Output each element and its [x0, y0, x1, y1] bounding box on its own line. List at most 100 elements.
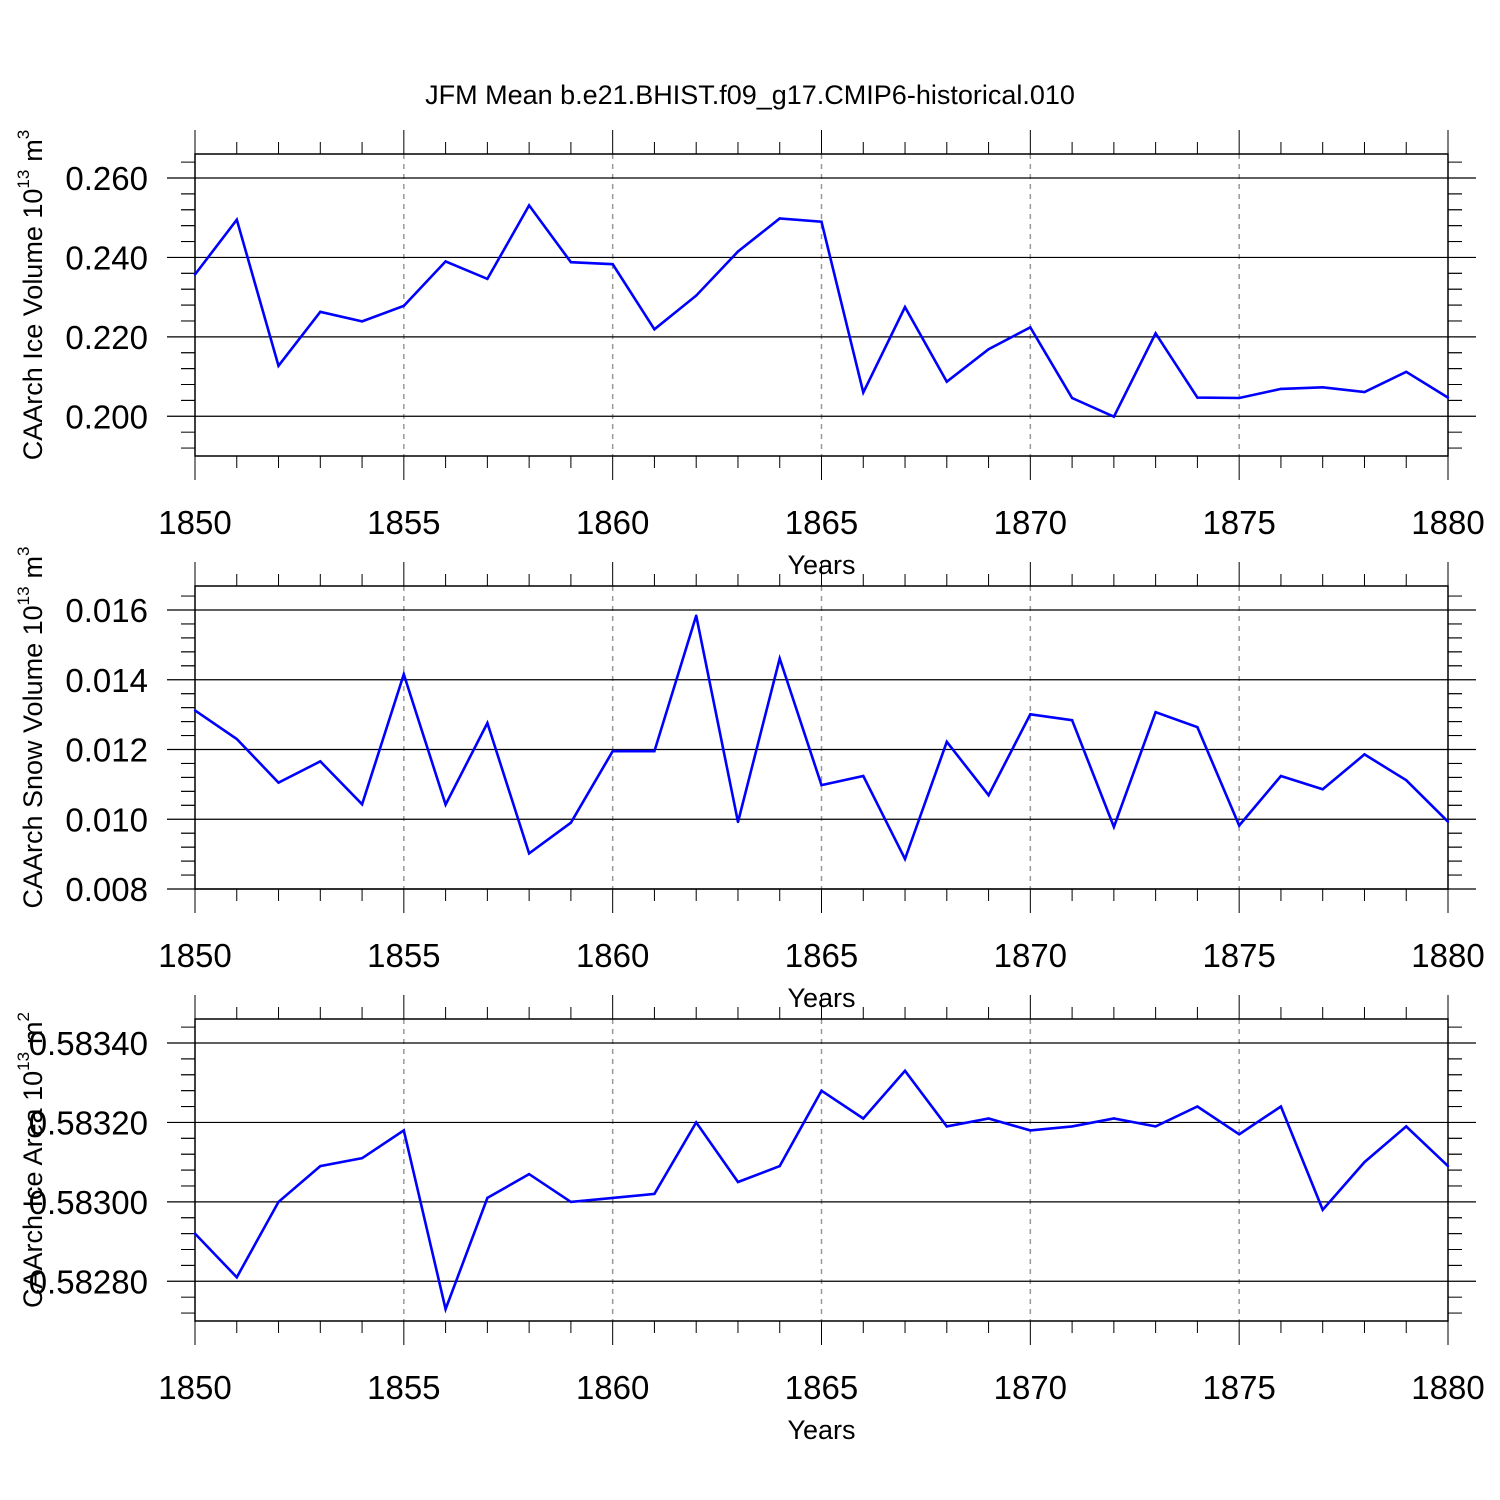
data-point [527, 1172, 531, 1176]
chart-panel-1: 0.200 0.220 0.240 0.260 1850 1855 1860 1865 1870… [14, 130, 1485, 580]
y-axis-label: CAArch Ice Volume 1013 m3 [14, 130, 48, 461]
data-point [1070, 719, 1074, 722]
data-point [444, 260, 447, 263]
y-axis-label-exponent: 13 [14, 586, 33, 605]
data-point [444, 1307, 447, 1311]
data-point [1405, 778, 1408, 782]
y-tick-label: 0.260 [65, 160, 148, 197]
x-tick-label: 1870 [994, 937, 1067, 974]
data-point [820, 783, 823, 787]
data-point [736, 250, 740, 253]
data-point [695, 1121, 698, 1124]
x-tick-label: 1855 [367, 1369, 440, 1406]
x-tick-label: 1850 [158, 937, 231, 974]
data-point [611, 1196, 614, 1200]
data-point [1405, 370, 1408, 374]
data-point [1446, 1164, 1450, 1168]
chart-panel-2: 0.008 0.010 0.012 0.014 0.016 1850 1855 1860 186… [14, 546, 1485, 1013]
x-tick-label: 1870 [994, 1369, 1067, 1406]
data-point [903, 1069, 907, 1073]
data-point [277, 364, 280, 368]
x-tick-label: 1865 [785, 504, 858, 541]
data-point [1029, 326, 1032, 329]
data-point [1279, 387, 1283, 391]
data-point [611, 262, 614, 266]
data-point [778, 1164, 781, 1168]
data-point [277, 781, 280, 784]
data-point [319, 310, 322, 314]
data-point [736, 1180, 740, 1184]
data-point [695, 614, 698, 617]
data-point [193, 1232, 197, 1235]
data-point [653, 328, 656, 331]
y-tick-label: 0.016 [65, 592, 148, 629]
data-point [903, 305, 907, 309]
x-tick-label: 1850 [158, 504, 231, 541]
y-axis-label-unit: m [18, 1021, 48, 1044]
data-point [319, 760, 322, 763]
y-axis-label: CAArch Ice Area 1013 m2 [14, 1012, 48, 1308]
data-point [527, 852, 531, 855]
data-point [235, 1276, 238, 1279]
y-axis-label-main: CAArch Ice Area 10 [18, 1071, 48, 1308]
data-point [1070, 1125, 1074, 1128]
data-point [987, 793, 990, 797]
data-point [1279, 1105, 1283, 1108]
y-tick-label: 0.008 [65, 871, 148, 908]
y-tick-label: 0.58300 [29, 1184, 148, 1221]
y-tick-label: 0.58340 [29, 1025, 148, 1062]
y-axis-label-unit: m [18, 556, 48, 579]
data-point [1446, 396, 1450, 399]
data-point [1196, 725, 1199, 729]
x-tick-label: 1860 [576, 937, 649, 974]
data-point [1154, 332, 1157, 335]
x-tick-label: 1870 [994, 504, 1067, 541]
plot-frame [194, 1018, 1449, 1322]
x-axis-label: Years [787, 1415, 855, 1445]
data-point [1321, 788, 1324, 791]
x-tick-label: 1855 [367, 504, 440, 541]
data-point [1154, 710, 1157, 714]
data-point [1237, 396, 1241, 400]
data-point [235, 737, 238, 741]
data-point [486, 1196, 489, 1200]
data-point [903, 857, 907, 861]
y-axis-label-text: CAArch Snow Volume 1013 m3 [14, 546, 48, 908]
data-point [820, 220, 823, 223]
data-point [1237, 824, 1241, 827]
x-tick-label: 1860 [576, 504, 649, 541]
y-axis-label-unit-exponent: 3 [14, 546, 33, 555]
data-point [987, 347, 990, 351]
data-point [1363, 753, 1366, 756]
x-tick-label: 1865 [785, 937, 858, 974]
data-point [945, 380, 948, 383]
data-point [611, 750, 614, 753]
chart-panel-3: 0.58280 0.58300 0.58320 0.58340 1850 1855 1860… [14, 995, 1485, 1445]
y-axis-label-exponent: 13 [14, 170, 33, 189]
data-point [820, 1089, 823, 1092]
data-point [1321, 386, 1324, 389]
x-tick-label: 1875 [1202, 937, 1275, 974]
y-axis-label-unit-exponent: 3 [14, 130, 33, 139]
y-axis-label-text: CAArch Ice Volume 1013 m3 [14, 130, 48, 461]
data-point [360, 1156, 364, 1160]
data-point [444, 803, 447, 806]
x-tick-label: 1855 [367, 937, 440, 974]
panels: 0.200 0.220 0.240 0.260 1850 1855 1860 1865 1870… [14, 130, 1485, 1445]
data-point [736, 820, 740, 824]
y-tick-label: 0.58320 [29, 1104, 148, 1141]
data-point [1154, 1125, 1157, 1128]
data-point [486, 721, 489, 725]
data-point [235, 218, 238, 221]
data-point [862, 774, 865, 778]
data-point [360, 803, 364, 806]
plot-frame [194, 585, 1449, 890]
data-point [1446, 820, 1450, 823]
data-point [527, 204, 531, 207]
y-axis-label-unit-exponent: 2 [14, 1012, 33, 1021]
x-tick-label: 1865 [785, 1369, 858, 1406]
data-point [695, 294, 698, 297]
data-point [569, 1200, 573, 1204]
data-point [1405, 1125, 1408, 1128]
plot-frame [194, 153, 1449, 457]
